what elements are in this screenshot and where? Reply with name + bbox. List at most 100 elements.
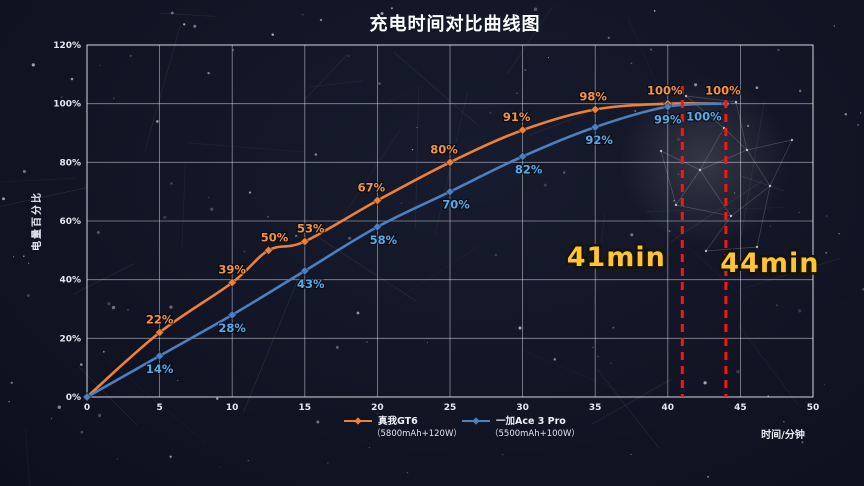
plexus-dot (630, 233, 634, 237)
plexus-line (160, 12, 216, 17)
data-point-label: 28% (218, 321, 246, 335)
plexus-dot (630, 453, 632, 456)
plexus-dot (13, 256, 15, 258)
time-annotation-44min: 44min (720, 248, 819, 279)
plexus-dot (798, 89, 802, 93)
plexus-dot (825, 251, 828, 254)
plexus-dot (630, 62, 633, 65)
plexus-dot (659, 149, 663, 153)
plexus-line (98, 351, 207, 445)
y-tick-label: 60% (59, 217, 81, 227)
plexus-dot (516, 92, 518, 95)
x-tick-label: 35 (589, 403, 602, 413)
plexus-dot (698, 168, 702, 172)
legend-series-name: 一加Ace 3 Pro (496, 415, 566, 427)
plexus-dot (798, 211, 800, 213)
plexus-dot (411, 149, 414, 151)
plexus-dot (857, 123, 860, 126)
plexus-line (685, 95, 725, 129)
plexus-dot (28, 262, 30, 264)
plexus-dot (163, 215, 167, 219)
data-point-marker (372, 222, 383, 232)
legend-entry-0: 真我GT6（5800mAh+120W） (344, 415, 462, 439)
plexus-dot (170, 11, 174, 15)
plexus-line (506, 6, 553, 75)
data-point-label: 92% (585, 133, 613, 147)
point-labels: 22%39%50%53%67%80%91%98% 100% 100%14%28%43… (145, 82, 743, 377)
y-tick-label: 0% (66, 393, 81, 403)
series-line-1 (85, 102, 728, 399)
data-point-marker (227, 277, 237, 288)
plexus-dot (502, 454, 504, 456)
plexus-dot (348, 236, 352, 240)
plexus-dot (581, 250, 585, 254)
plexus-dot (347, 55, 350, 57)
plexus-dot (777, 48, 780, 52)
data-point-label: 58% (370, 233, 398, 247)
plexus-dot (533, 7, 538, 11)
plexus-line (675, 204, 732, 217)
data-point-marker (154, 351, 165, 361)
plexus-dot (85, 111, 87, 112)
data-point-marker (517, 151, 528, 162)
x-tick-label: 0 (84, 403, 90, 413)
data-point-label: 53% (297, 222, 325, 236)
plexus-dot (219, 466, 221, 468)
data-point-marker (372, 195, 383, 206)
plexus-line (25, 429, 30, 486)
x-tick-label: 40 (662, 403, 675, 413)
time-annotation-41min: 41min (567, 242, 666, 273)
plexus-dot (193, 24, 197, 28)
data-point-label: 67% (358, 180, 386, 194)
data-point-label: 39% (218, 263, 246, 277)
plexus-dot (783, 420, 785, 423)
plexus-dot (177, 380, 179, 381)
plexus-dot (243, 250, 246, 253)
plexus-dot (208, 197, 210, 198)
plexus-dot (684, 94, 688, 98)
plexus-dot (170, 182, 173, 185)
plexus-dot (674, 203, 678, 207)
plexus-dot (736, 370, 740, 374)
plexus-dot (368, 446, 370, 448)
plexus-line (660, 150, 677, 206)
plexus-dot (294, 234, 298, 238)
plexus-line (304, 54, 348, 101)
plexus-dot (824, 384, 826, 386)
y-tick-label: 120% (53, 41, 81, 51)
plexus-dot (416, 126, 418, 129)
plexus-dot (768, 184, 772, 188)
data-point-label: 70% (442, 198, 470, 212)
plexus-dot (609, 362, 612, 365)
legend-series-spec: （5800mAh+120W） (372, 428, 462, 439)
plexus-line (371, 84, 426, 110)
data-point-label: 100% (647, 84, 683, 98)
plexus-line (528, 113, 586, 136)
plexus-dot (327, 462, 329, 464)
plexus-dot (755, 245, 759, 249)
data-point-marker (663, 101, 673, 112)
plexus-line (144, 25, 181, 152)
data-point-marker (517, 125, 528, 135)
data-point-label: 50% (261, 230, 289, 244)
plexus-line (243, 274, 301, 413)
plexus-line (395, 245, 479, 301)
plexus-line (756, 185, 771, 248)
plexus-dot (734, 100, 738, 104)
plexus-dot (2, 197, 5, 201)
x-tick-label: 15 (299, 403, 312, 413)
plexus-dot (248, 191, 252, 194)
plexus-dot (111, 305, 116, 310)
plexus-dot (658, 257, 661, 260)
plexus-line (181, 161, 186, 248)
plexus-dot (426, 342, 428, 344)
x-tick-label: 50 (807, 403, 820, 413)
legend-series-spec: （5500mAh+100W） (490, 428, 580, 439)
plexus-line (78, 366, 137, 426)
plexus-dot (406, 471, 409, 474)
data-point-label: 99% (654, 113, 682, 127)
plexus-dot (547, 57, 549, 59)
plexus-line (705, 215, 732, 252)
plexus-dot (449, 14, 451, 16)
